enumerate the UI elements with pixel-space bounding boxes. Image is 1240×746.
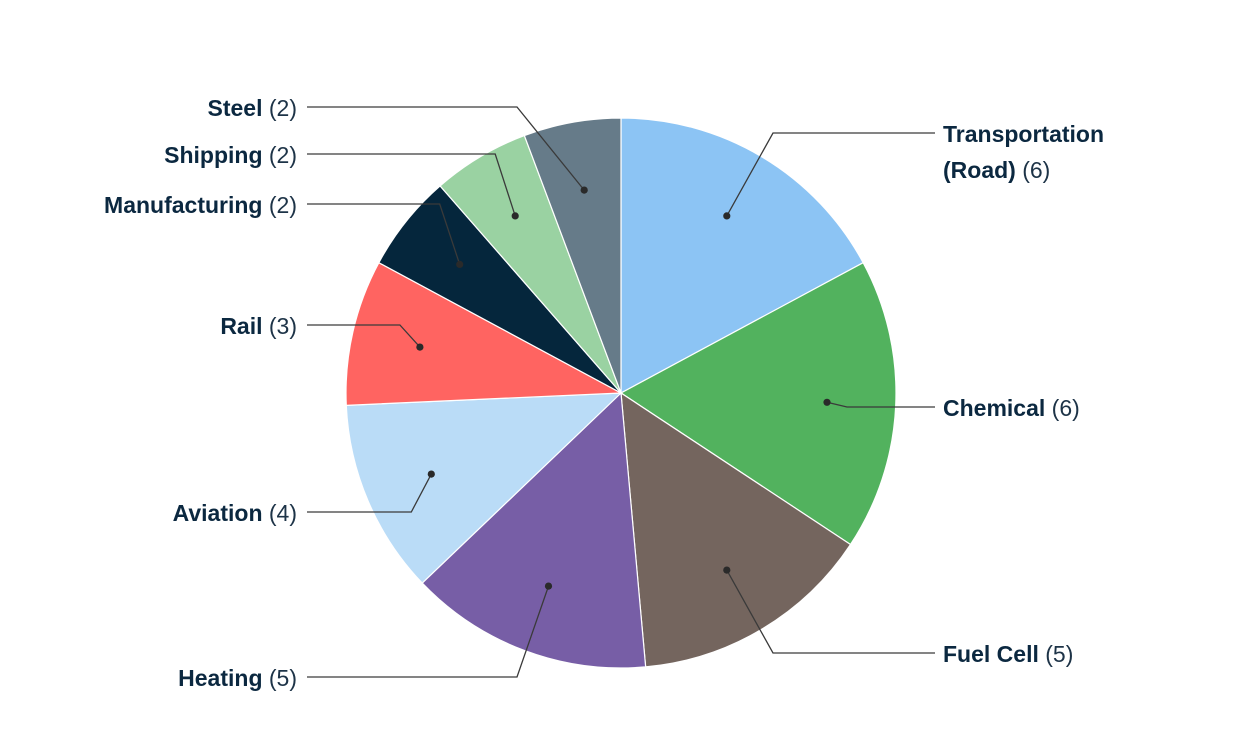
leader-line (307, 106, 585, 191)
slice-label: Rail (3) (220, 308, 297, 344)
leader-line (307, 585, 550, 678)
slice-label-name: Heating (178, 665, 263, 691)
slice-label-name: Shipping (164, 142, 263, 168)
leader-line (726, 132, 935, 217)
slice-label: Manufacturing (2) (104, 187, 297, 223)
slice-label-name: Chemical (943, 395, 1046, 421)
slice-label-value: (5) (262, 665, 297, 691)
leader-dot (544, 582, 553, 590)
slice-label-value: (2) (262, 95, 297, 121)
slice-label: Shipping (2) (164, 137, 297, 173)
leader-line (826, 401, 935, 408)
slice-label-name: Manufacturing (104, 192, 263, 218)
leader-dot (456, 260, 464, 268)
slice-label-value: (4) (262, 500, 297, 526)
slice-label-name: Rail (220, 313, 263, 339)
leader-dot (823, 398, 831, 406)
slice-label-value: (6) (1015, 157, 1051, 183)
slice-label-name: Transportation (943, 121, 1105, 147)
slice-label: Aviation (4) (173, 495, 297, 531)
leader-dot (723, 566, 731, 574)
slice-label-name: Steel (207, 95, 263, 121)
slice-label-name: Aviation (172, 500, 263, 526)
pie-slice-fuel-cell (620, 391, 852, 668)
leader-line (726, 569, 935, 654)
pie-slice-steel (523, 117, 622, 394)
pie-slice-heating (421, 391, 647, 669)
slice-label: Steel (2) (208, 90, 297, 126)
leader-dot (511, 212, 519, 220)
pie-slice-rail (345, 261, 624, 406)
leader-dot (416, 343, 424, 351)
slice-label: Transportation (Road) (6) (943, 116, 1104, 188)
slice-label: Heating (5) (178, 660, 297, 696)
leader-dot (580, 186, 588, 194)
leader-dot (723, 212, 731, 220)
slice-label-value: (2) (262, 142, 297, 168)
pie-slice-chemical (619, 261, 897, 546)
leader-line (307, 203, 461, 265)
slice-label: Fuel Cell (5) (943, 636, 1073, 672)
leader-line (307, 324, 421, 348)
leader-line (307, 473, 432, 513)
leader-dot (427, 470, 435, 478)
slice-label-name: (Road) (943, 157, 1016, 183)
leader-line (307, 153, 516, 217)
slice-label-name: Fuel Cell (943, 641, 1039, 667)
pie-slice-transportation-road (620, 117, 864, 395)
slice-label-value: (3) (262, 313, 297, 339)
pie-slice-aviation (345, 392, 623, 584)
slice-label: Chemical (6) (943, 390, 1080, 426)
slice-label-value: (2) (262, 192, 297, 218)
slice-label-value: (5) (1038, 641, 1074, 667)
slice-label-value: (6) (1045, 395, 1080, 421)
